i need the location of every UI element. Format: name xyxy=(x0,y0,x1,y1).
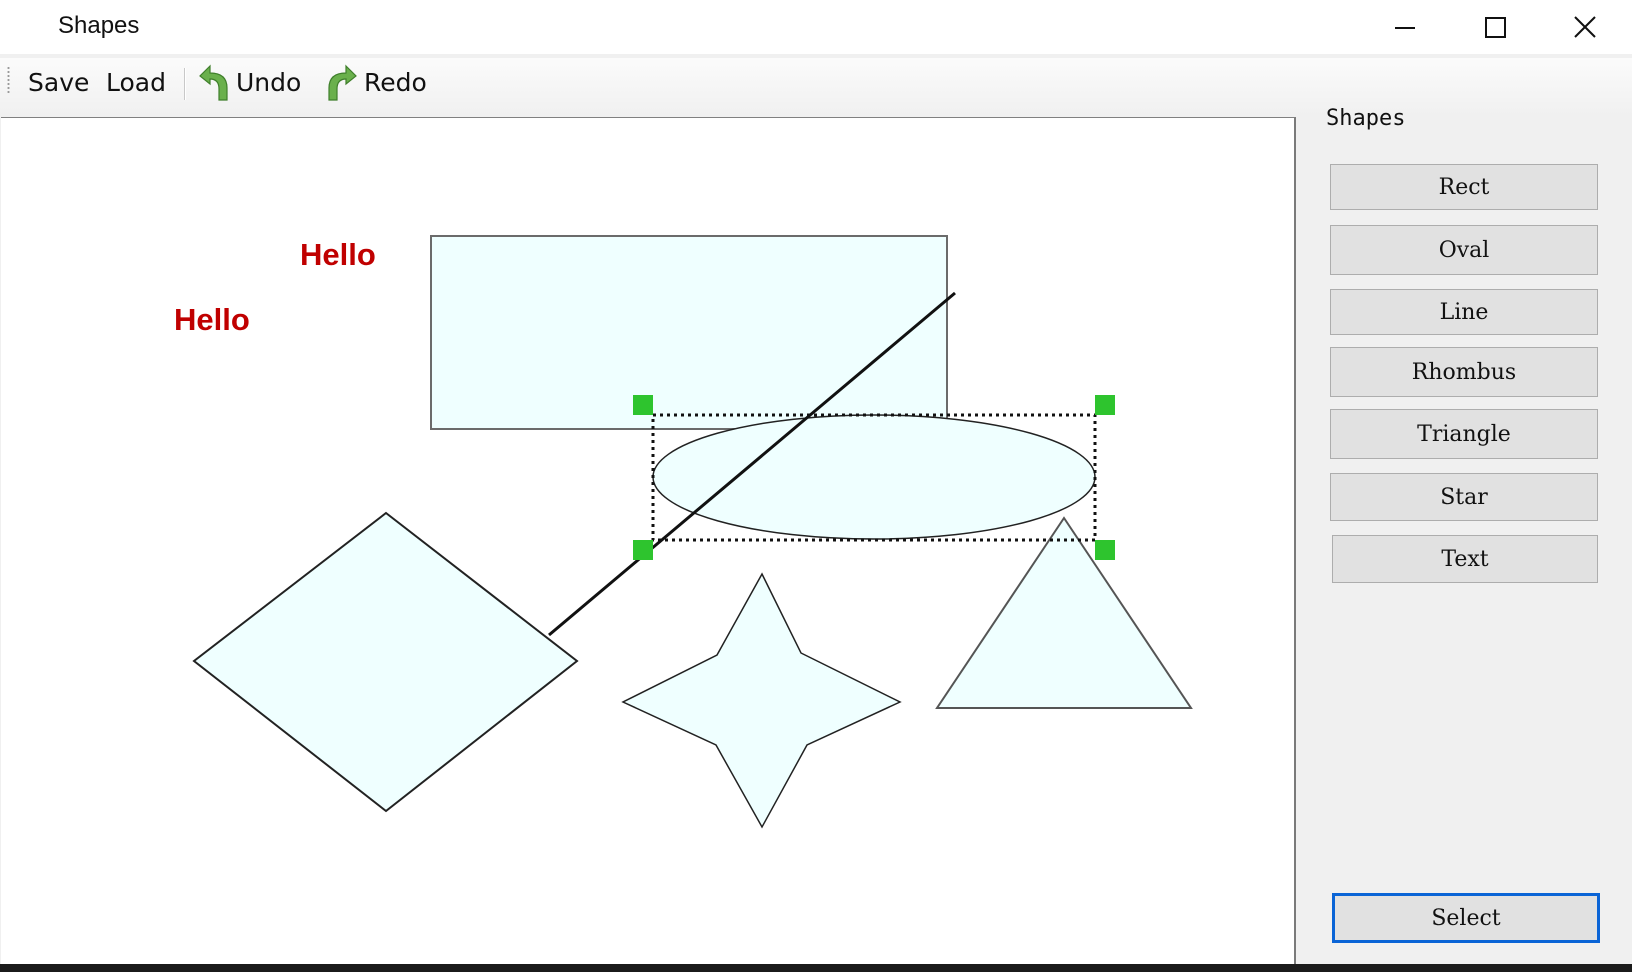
redo-arrow-icon xyxy=(328,64,357,101)
toolbar: Save Load Undo Redo xyxy=(0,58,1632,116)
taskbar-edge xyxy=(0,964,1632,972)
rhombus-tool-button[interactable]: Rhombus xyxy=(1330,347,1598,397)
redo-label: Redo xyxy=(364,67,427,97)
undo-arrow-icon xyxy=(199,64,228,101)
selection-handle[interactable] xyxy=(633,395,653,415)
line-shape[interactable] xyxy=(548,291,956,637)
minimize-icon xyxy=(1395,27,1415,29)
shapes-panel-label: Shapes xyxy=(1326,106,1406,131)
load-label: Load xyxy=(106,67,166,97)
drawing-canvas[interactable]: Hello Hello xyxy=(1,117,1296,964)
star-tool-button[interactable]: Star xyxy=(1330,473,1598,521)
rect-shape[interactable] xyxy=(430,235,948,430)
undo-label: Undo xyxy=(236,67,302,97)
close-icon xyxy=(1574,16,1596,38)
star-shape[interactable] xyxy=(621,572,902,829)
selection-box xyxy=(651,413,1097,542)
oval-shape[interactable] xyxy=(652,414,1096,540)
title-bar[interactable]: Shapes xyxy=(0,0,1632,54)
text-shape[interactable]: Hello xyxy=(300,237,376,272)
line-tool-button[interactable]: Line xyxy=(1330,289,1598,335)
rect-tool-button[interactable]: Rect xyxy=(1330,164,1598,210)
oval-tool-button[interactable]: Oval xyxy=(1330,225,1598,275)
selection-handle[interactable] xyxy=(1095,540,1115,560)
selection-handle[interactable] xyxy=(633,540,653,560)
triangle-shape[interactable] xyxy=(935,516,1193,709)
rhombus-shape[interactable] xyxy=(192,511,579,813)
minimize-button[interactable] xyxy=(1360,0,1450,54)
maximize-button[interactable] xyxy=(1450,0,1540,54)
text-tool-button[interactable]: Text xyxy=(1332,535,1598,583)
undo-button[interactable]: Undo xyxy=(198,64,302,101)
select-tool-button[interactable]: Select xyxy=(1332,893,1600,943)
toolbar-grip[interactable] xyxy=(7,66,10,94)
selection-handle[interactable] xyxy=(1095,395,1115,415)
redo-button[interactable]: Redo xyxy=(326,64,427,101)
text-shape[interactable]: Hello xyxy=(174,302,250,337)
maximize-icon xyxy=(1485,17,1506,38)
window-title: Shapes xyxy=(58,12,140,39)
triangle-tool-button[interactable]: Triangle xyxy=(1330,409,1598,459)
save-button[interactable]: Save xyxy=(28,64,89,100)
load-button[interactable]: Load xyxy=(106,64,166,100)
canvas-surface: Hello Hello xyxy=(174,235,1193,829)
toolbar-separator xyxy=(184,68,186,100)
close-button[interactable] xyxy=(1540,0,1630,54)
save-label: Save xyxy=(28,67,90,97)
